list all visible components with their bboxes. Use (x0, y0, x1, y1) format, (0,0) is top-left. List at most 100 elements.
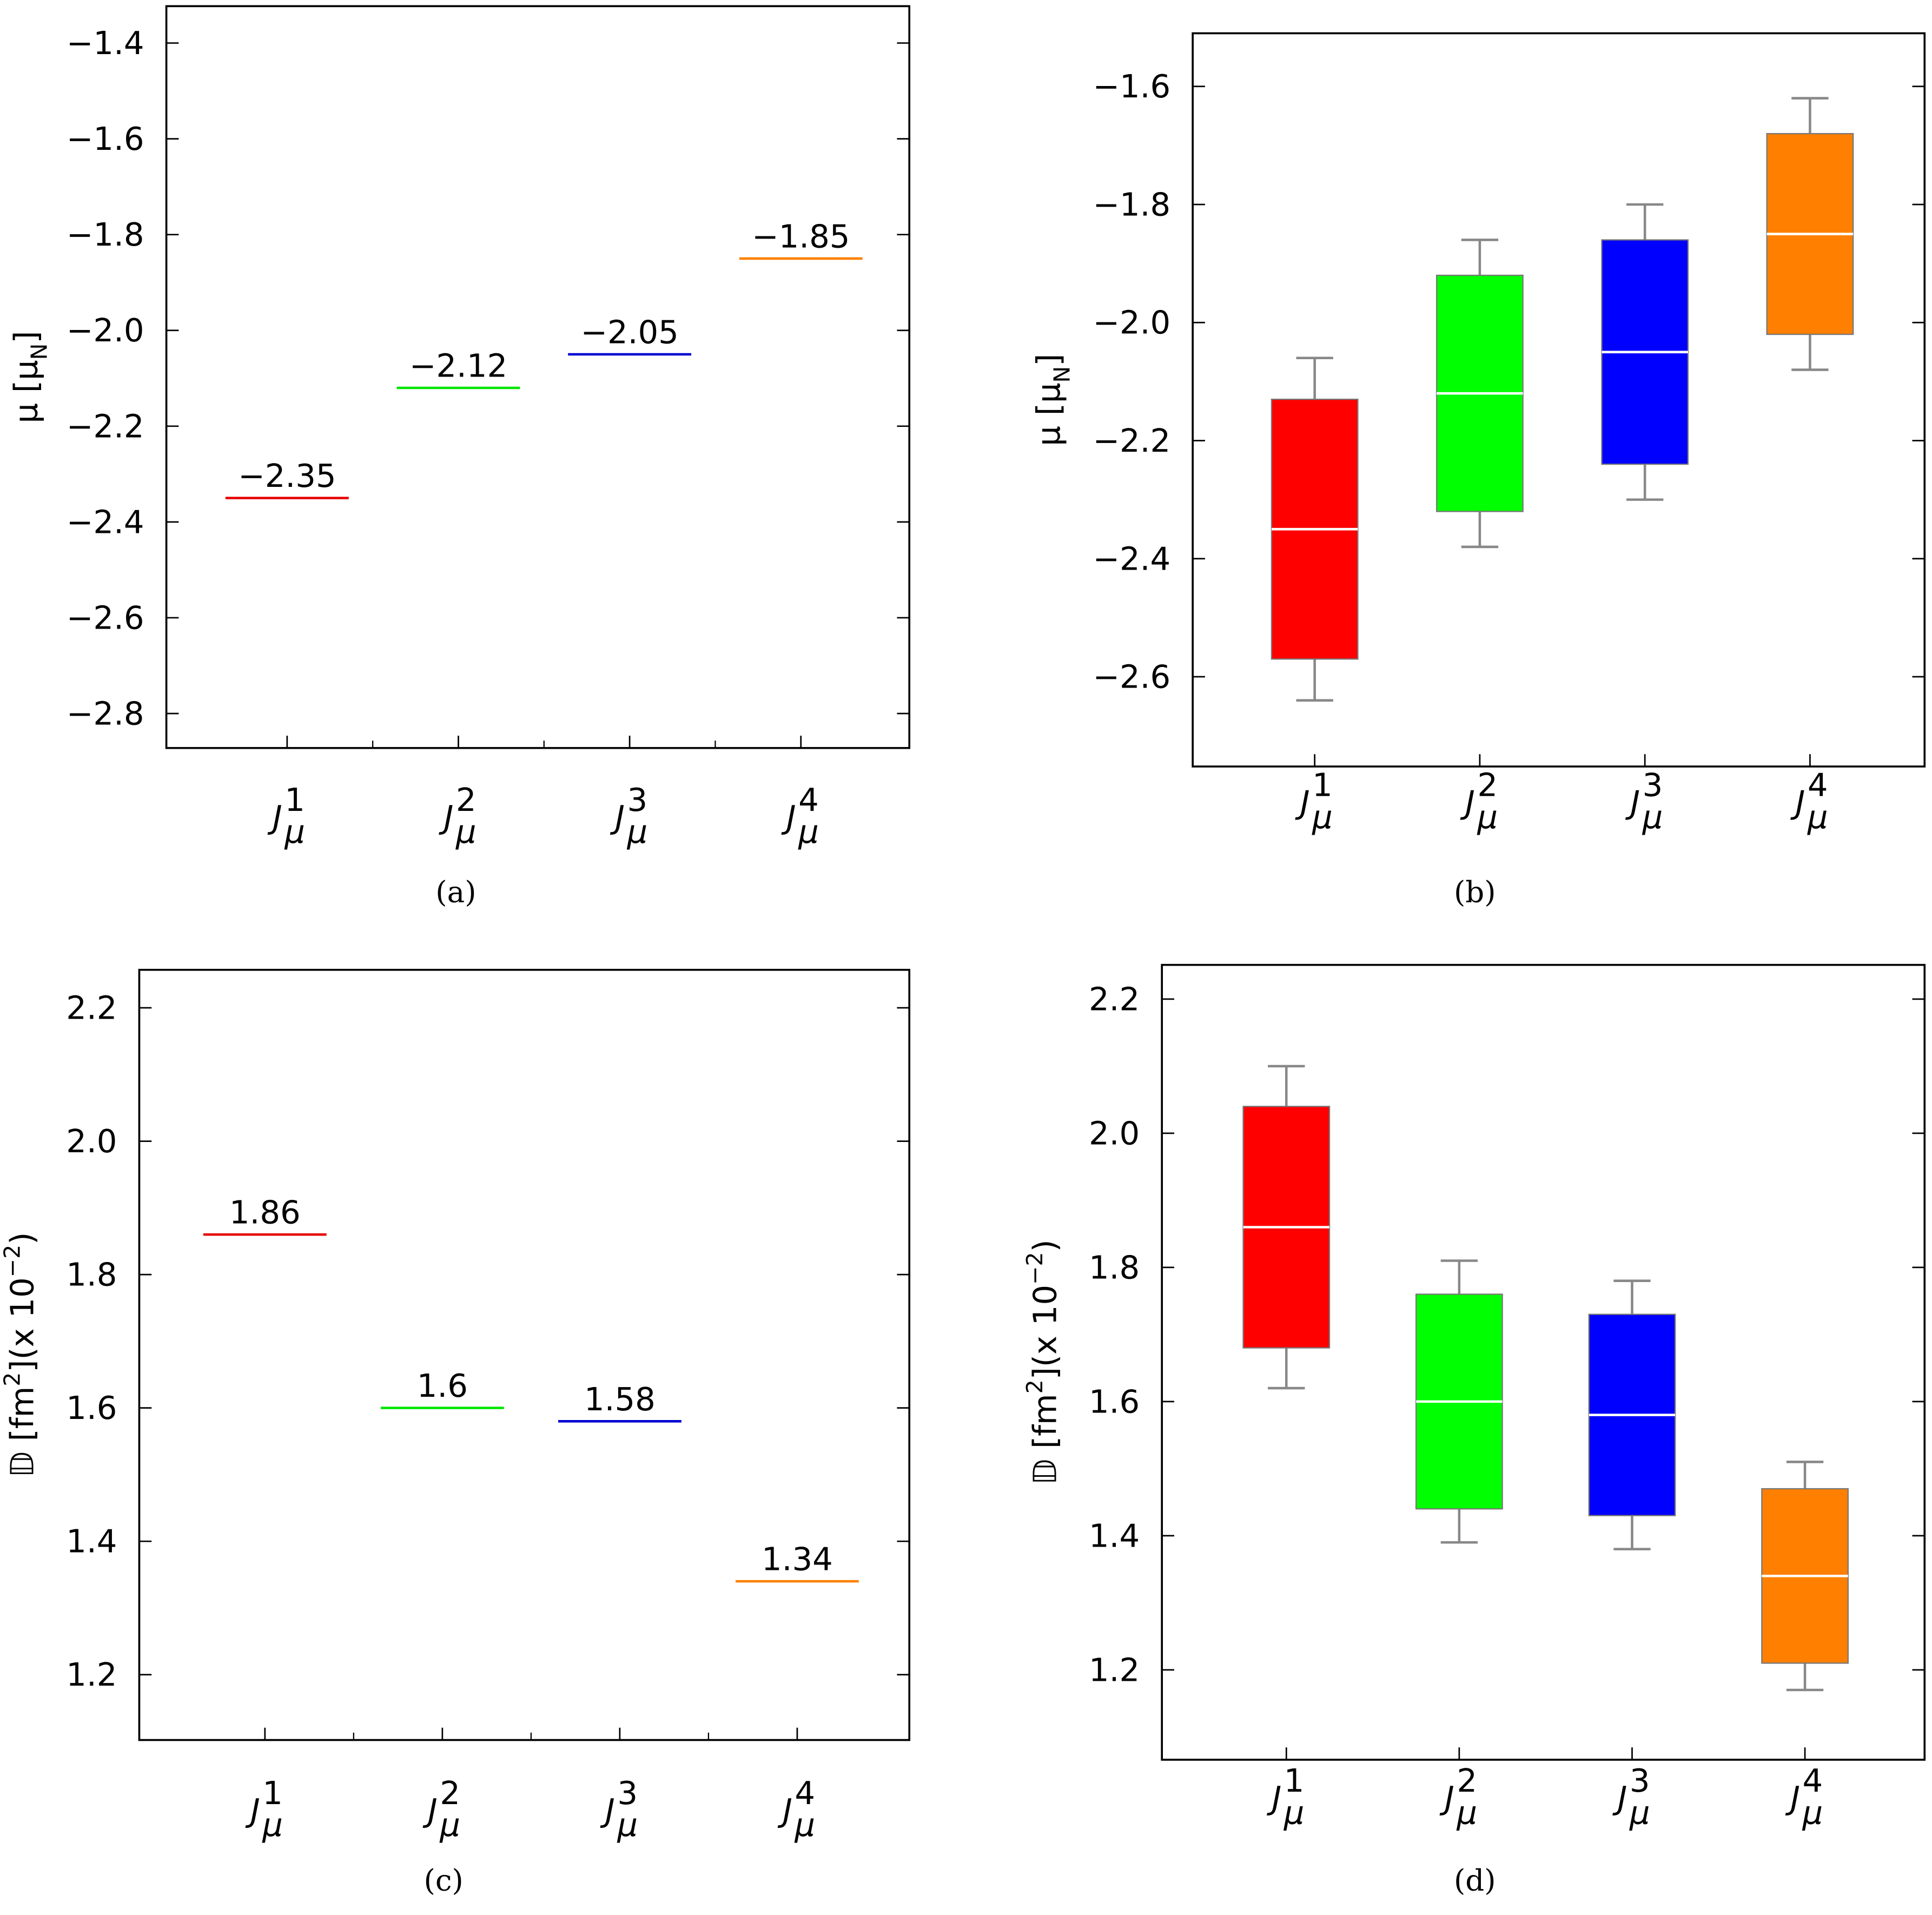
x-tick-label-sub: μ (794, 1806, 815, 1844)
x-tick-label-sub: μ (1802, 1794, 1823, 1831)
y-axis-label-part: ](x 10 (1026, 1285, 1063, 1379)
y-axis-label-part: μ [μ (1030, 382, 1067, 446)
y-tick-label: −2.8 (67, 695, 144, 732)
x-tick-label-sup: 1 (262, 1774, 283, 1812)
x-tick-label: J (1785, 1779, 1800, 1817)
panel: 1.21.41.61.82.02.2𝔻 [fm2](x 10−2)J 1μ J 2μ J… (0, 968, 911, 1897)
x-tick-label: J (1612, 1779, 1627, 1817)
y-axis-label-part: −2 (1022, 1252, 1048, 1284)
x-tick-label: J (1295, 783, 1309, 821)
x-tick-label-sub: μ (798, 813, 819, 850)
y-tick-label: 1.6 (1089, 1383, 1140, 1420)
x-tick-label: J (1790, 783, 1805, 821)
y-axis-label-part: μ [μ (7, 360, 44, 423)
x-tick-label-sup: 4 (795, 1774, 815, 1812)
x-tick-label-sub: μ (1629, 1794, 1650, 1831)
y-tick-label: −1.8 (67, 216, 144, 253)
y-tick-label: 2.2 (1089, 980, 1140, 1018)
y-tick-label: −1.8 (1093, 186, 1170, 223)
x-tick-label: J (439, 798, 453, 836)
x-tick-label-sup: 4 (1808, 767, 1828, 804)
x-tick-label: J (422, 1792, 437, 1829)
x-tick-label-sub: μ (1312, 798, 1333, 836)
y-axis-label-part: ](x 10 (4, 1277, 41, 1372)
x-tick-label-sub: μ (262, 1806, 283, 1844)
x-tick-label-sup: 2 (456, 781, 477, 818)
panel: 1.21.41.61.82.02.2𝔻 [fm2](x 10−2)J 1μ J 2μ J… (1022, 963, 1926, 1897)
x-tick-label-sup: 2 (1477, 767, 1498, 804)
caption: (b) (1454, 874, 1496, 909)
value-label: −2.12 (409, 347, 507, 384)
x-tick-label-sub: μ (1477, 798, 1498, 836)
x-tick-label: J (1267, 1779, 1281, 1817)
x-tick-label-sup: 2 (440, 1774, 460, 1812)
plot-frame (165, 5, 911, 749)
x-tick-label: J (267, 798, 282, 836)
y-axis-label-part: 2 (1022, 1379, 1048, 1394)
y-tick-label: 1.4 (66, 1523, 117, 1560)
x-tick-label-sup: 4 (798, 781, 819, 818)
x-tick-label-sub: μ (455, 813, 477, 850)
y-tick-label: 1.6 (66, 1389, 117, 1427)
y-tick-label: −2.2 (67, 407, 144, 445)
x-tick-label-sub: μ (284, 813, 305, 850)
x-tick-label-sup: 3 (617, 1774, 638, 1812)
y-tick-label: −1.6 (67, 120, 144, 157)
value-label: −2.35 (238, 457, 336, 494)
x-tick-label-sup: 1 (1284, 1762, 1305, 1799)
y-tick-label: −2.0 (67, 312, 144, 349)
y-axis-label: 𝔻 [fm2](x 10−2) (0, 1232, 41, 1478)
y-tick-label: −2.4 (67, 503, 144, 540)
y-axis-label-part: ] (7, 331, 44, 344)
y-tick-label: 1.8 (1089, 1249, 1140, 1286)
value-label: 1.58 (584, 1381, 656, 1418)
x-tick-label-sub: μ (1283, 1794, 1305, 1831)
x-tick-label-sup: 3 (1643, 767, 1663, 804)
y-axis-label: μ [μN] (1030, 354, 1075, 446)
x-tick-label-sup: 2 (1457, 1762, 1477, 1799)
x-tick-label: J (610, 798, 625, 836)
x-tick-label-sup: 3 (1630, 1762, 1650, 1799)
value-label: −2.05 (580, 314, 678, 351)
y-tick-label: −1.6 (1093, 68, 1170, 105)
caption: (d) (1454, 1863, 1496, 1897)
y-tick-label: 2.2 (66, 989, 117, 1027)
plot-frame (138, 968, 911, 1741)
y-tick-label: −2.4 (1093, 540, 1170, 577)
y-tick-label: −2.6 (1093, 658, 1170, 696)
value-label: 1.34 (762, 1541, 833, 1578)
y-axis-label-part: ) (4, 1232, 41, 1245)
y-axis-label-part: 2 (0, 1372, 25, 1386)
y-tick-label: −2.2 (1093, 422, 1170, 459)
y-axis-label-part: N (27, 344, 52, 360)
y-tick-label: 2.0 (1089, 1114, 1140, 1152)
y-tick-label: −2.6 (67, 599, 144, 636)
plot-frame (1192, 32, 1926, 768)
x-tick-label-sub: μ (1456, 1794, 1477, 1831)
x-tick-label-sub: μ (617, 1806, 638, 1844)
value-label: −1.85 (752, 217, 850, 255)
y-axis-label-part: ] (1030, 354, 1067, 366)
x-tick-label: J (1460, 783, 1474, 821)
x-tick-label-sub: μ (439, 1806, 460, 1844)
value-label: 1.86 (229, 1194, 301, 1231)
x-tick-label: J (777, 1792, 792, 1829)
y-tick-label: 2.0 (66, 1122, 117, 1160)
x-tick-label: J (245, 1792, 260, 1829)
x-tick-label: J (781, 798, 796, 836)
y-tick-label: 1.4 (1089, 1517, 1140, 1554)
x-tick-label-sub: μ (627, 813, 648, 850)
x-tick-label-sup: 1 (284, 781, 305, 818)
x-tick-label-sup: 1 (1312, 767, 1333, 804)
value-label: 1.6 (417, 1367, 468, 1404)
y-axis-label: 𝔻 [fm2](x 10−2) (1022, 1239, 1063, 1485)
x-tick-label-sup: 4 (1803, 1762, 1823, 1799)
x-tick-label: J (1625, 783, 1640, 821)
caption: (a) (435, 874, 476, 909)
y-axis-label-part: ) (1026, 1239, 1063, 1252)
x-tick-label: J (600, 1792, 614, 1829)
y-axis-label-part: 𝔻 [fm (1026, 1394, 1063, 1485)
y-tick-label: −1.4 (67, 24, 144, 62)
